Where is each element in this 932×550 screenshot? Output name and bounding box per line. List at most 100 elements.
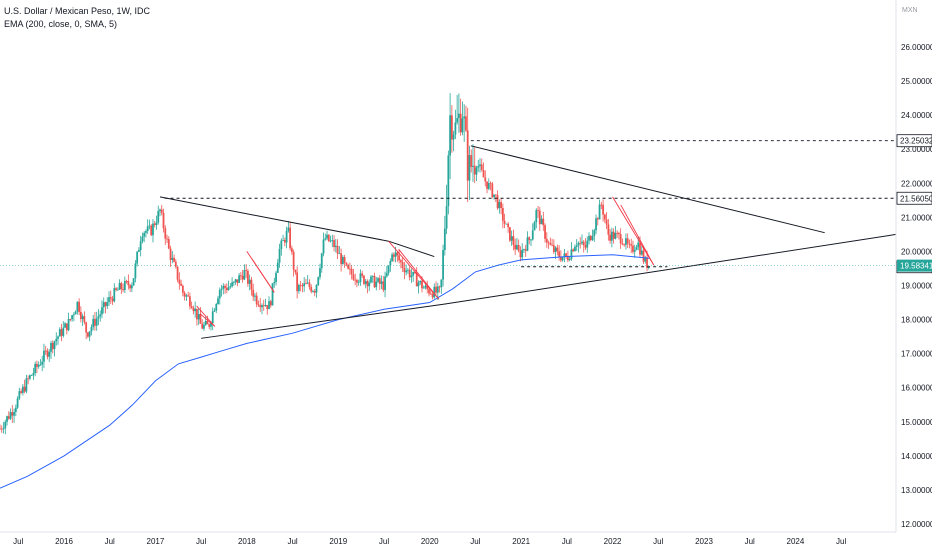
candle-body	[412, 271, 415, 276]
candle-body	[456, 118, 459, 123]
candle-body	[101, 307, 103, 315]
candle-body	[192, 308, 195, 312]
chart-drawings[interactable]	[0, 140, 897, 339]
candle	[21, 384, 24, 396]
candle-body	[637, 242, 640, 248]
candle-body	[588, 235, 590, 241]
candle	[236, 279, 239, 287]
candle	[556, 244, 559, 256]
candle	[37, 361, 40, 369]
price-tick-label: 17.00000	[901, 350, 932, 359]
candle-body	[14, 407, 17, 413]
candle-body	[559, 256, 562, 261]
candle-body	[20, 391, 22, 393]
candle	[345, 262, 348, 267]
price-tick-label: 18.00000	[901, 316, 932, 325]
trendline	[470, 145, 825, 234]
candle-body	[312, 291, 314, 292]
indicator-label[interactable]: EMA (200, close, 0, SMA, 5)	[4, 19, 118, 29]
candle	[348, 262, 351, 275]
time-tick-label: 2017	[147, 537, 165, 546]
candle-body	[148, 225, 151, 227]
candle-body	[459, 113, 462, 133]
candle	[607, 218, 610, 241]
candle	[213, 308, 216, 312]
candle	[72, 312, 75, 322]
candle	[452, 130, 455, 152]
candle-body	[382, 281, 385, 291]
candle	[162, 208, 165, 233]
candle	[36, 360, 38, 374]
candle	[44, 345, 47, 355]
time-tick-label: 2022	[604, 537, 622, 546]
candle-body	[229, 286, 232, 288]
price-tick-label: 19.00000	[901, 282, 932, 291]
candle	[385, 265, 388, 278]
candle	[303, 277, 306, 292]
candle	[192, 305, 195, 315]
candle	[224, 283, 226, 294]
candle	[2, 421, 5, 434]
candle-body	[538, 210, 541, 225]
candle	[20, 388, 22, 395]
candle-body	[58, 329, 61, 337]
candle	[484, 170, 487, 187]
candle	[588, 232, 590, 245]
candle-body	[533, 222, 536, 231]
candle	[341, 255, 344, 265]
candle-body	[43, 350, 45, 362]
candle	[159, 208, 161, 217]
symbol-title[interactable]: U.S. Dollar / Mexican Peso, 1W, IDC	[4, 6, 151, 16]
candle-body	[554, 247, 557, 252]
candle-body	[305, 283, 307, 285]
candle-body	[487, 183, 490, 189]
candle	[415, 267, 418, 287]
candle	[88, 331, 91, 342]
candle-body	[6, 416, 8, 422]
candle	[211, 307, 214, 331]
candle-body	[215, 303, 218, 311]
candle-body	[584, 245, 587, 248]
falling-wedge	[196, 305, 216, 327]
candle-body	[315, 284, 318, 293]
candle-body	[526, 237, 529, 251]
candle	[630, 238, 633, 253]
candle	[445, 184, 448, 235]
candle-body	[417, 282, 420, 287]
candle	[9, 408, 12, 420]
candle-body	[169, 248, 172, 260]
candle-body	[334, 245, 337, 248]
candle	[289, 222, 292, 251]
candle	[456, 94, 459, 125]
candle-body	[466, 130, 469, 181]
candle	[401, 256, 404, 272]
candle	[512, 229, 515, 251]
candle-body	[607, 224, 610, 235]
candle	[389, 258, 392, 272]
candle-body	[450, 115, 453, 140]
time-tick-label: Jul	[836, 537, 846, 546]
candle-body	[178, 279, 181, 284]
candle-body	[340, 253, 342, 265]
candle	[422, 285, 425, 289]
wedge-line	[388, 240, 440, 300]
candle	[299, 280, 302, 292]
candle-body	[194, 308, 197, 312]
candle-body	[436, 286, 439, 293]
candle	[282, 234, 284, 241]
candle-body	[610, 231, 613, 241]
wedge-line	[199, 313, 216, 327]
candle-body	[64, 323, 66, 328]
candle	[331, 234, 334, 248]
candle-body	[51, 342, 54, 350]
candle	[352, 268, 355, 281]
candle	[470, 149, 473, 173]
candle	[69, 318, 72, 322]
candle	[322, 232, 325, 257]
candle	[370, 275, 372, 284]
candle-body	[225, 287, 228, 291]
candle	[243, 264, 246, 281]
